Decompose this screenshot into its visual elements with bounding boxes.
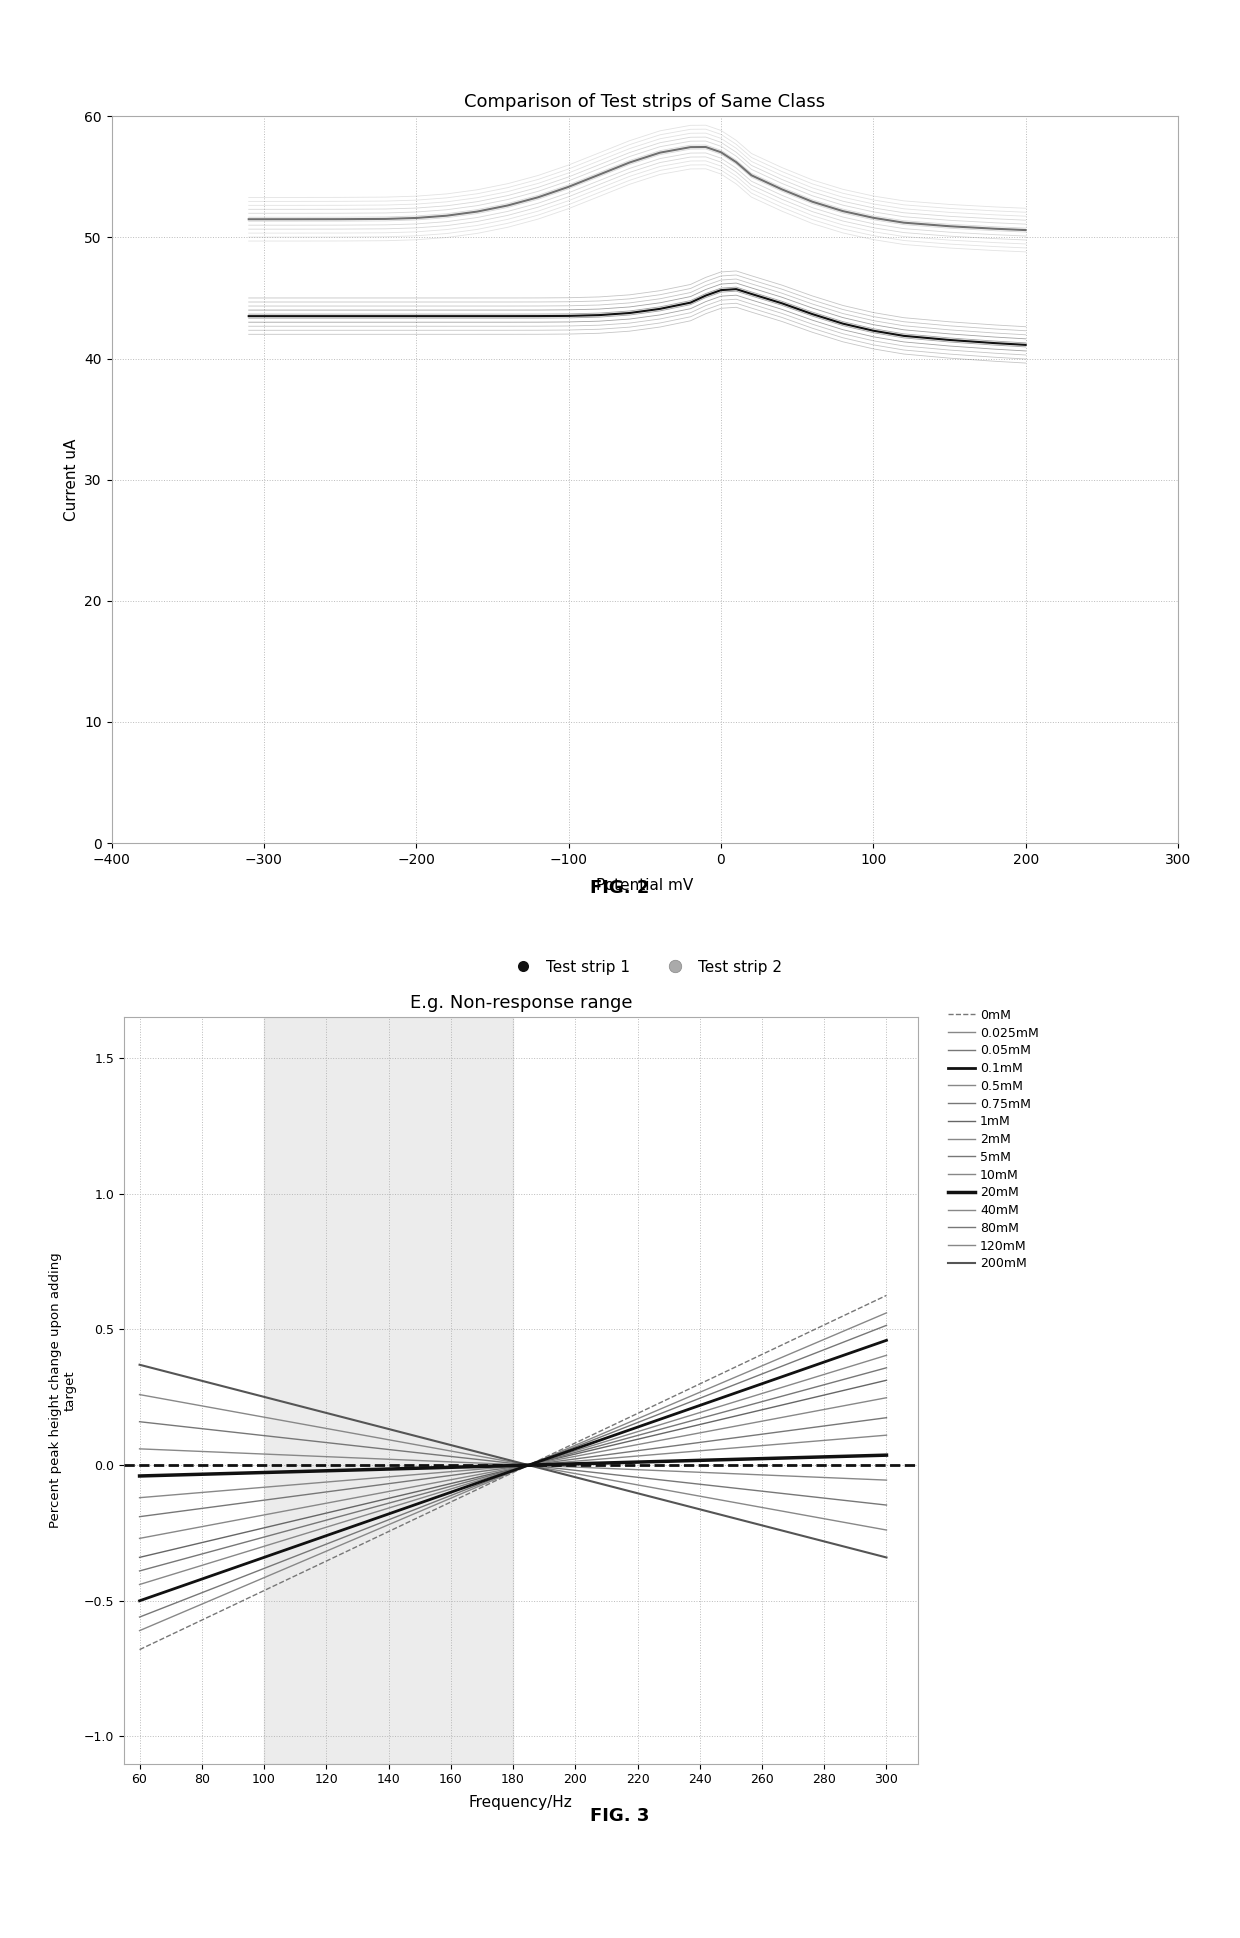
Y-axis label: Percent peak height change upon adding
target: Percent peak height change upon adding t… xyxy=(48,1252,77,1529)
Title: Comparison of Test strips of Same Class: Comparison of Test strips of Same Class xyxy=(464,93,826,110)
Text: FIG. 3: FIG. 3 xyxy=(590,1806,650,1826)
Title: E.g. Non-response range: E.g. Non-response range xyxy=(409,994,632,1012)
X-axis label: Potential mV: Potential mV xyxy=(596,878,693,893)
X-axis label: Frequency/Hz: Frequency/Hz xyxy=(469,1795,573,1810)
Text: FIG. 2: FIG. 2 xyxy=(590,878,650,897)
Legend: 0mM, 0.025mM, 0.05mM, 0.1mM, 0.5mM, 0.75mM, 1mM, 2mM, 5mM, 10mM, 20mM, 40mM, 80m: 0mM, 0.025mM, 0.05mM, 0.1mM, 0.5mM, 0.75… xyxy=(947,1010,1039,1269)
Legend: Test strip 1, Test strip 2: Test strip 1, Test strip 2 xyxy=(501,953,789,981)
Bar xyxy=(264,1017,513,1764)
Y-axis label: Current uA: Current uA xyxy=(63,438,78,521)
